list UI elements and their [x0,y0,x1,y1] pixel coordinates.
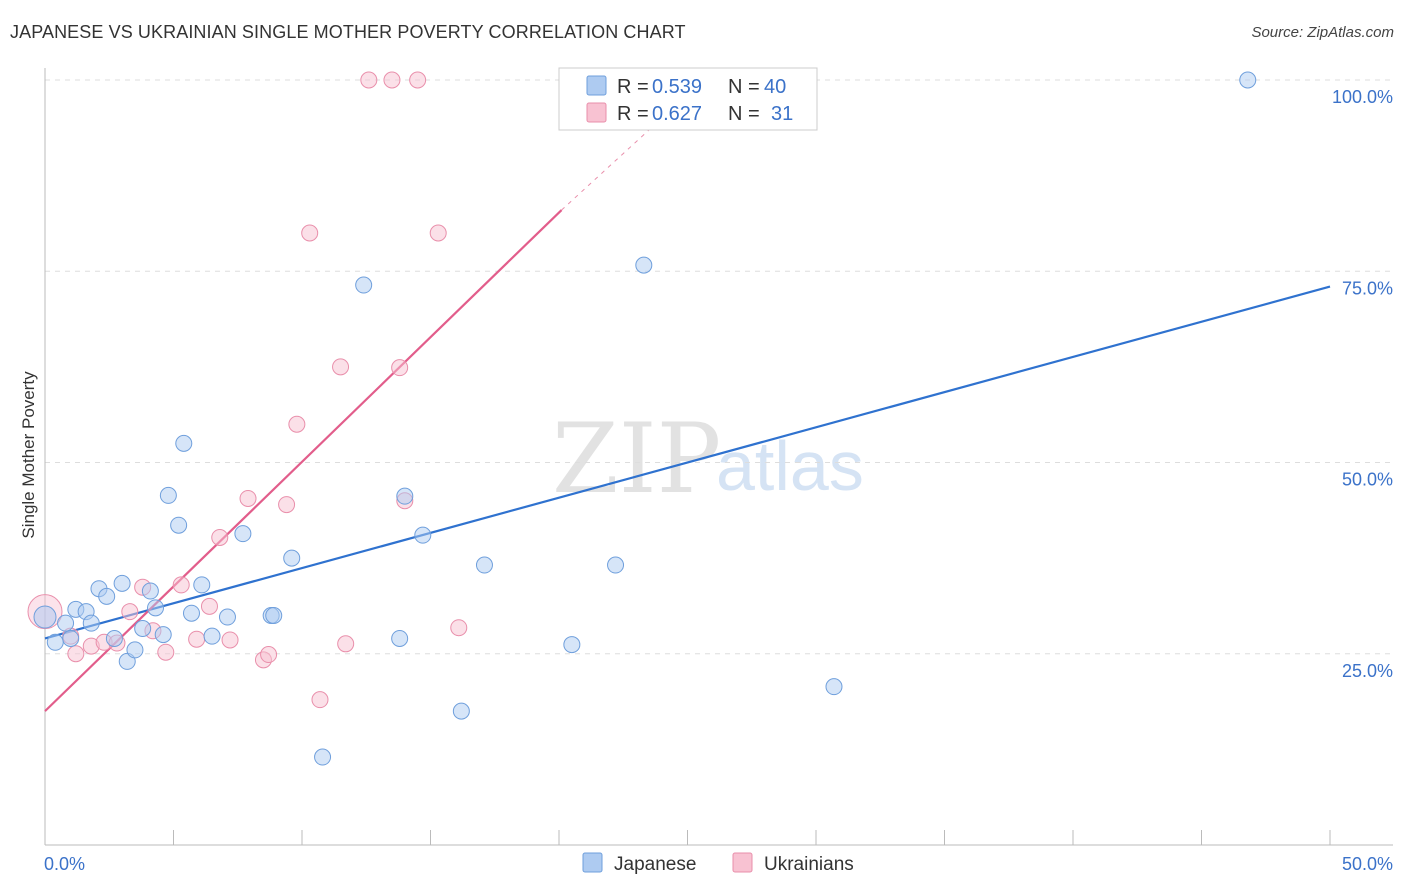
point-ukrainians [288,415,306,433]
point-japanese [635,256,653,274]
point-japanese [452,702,470,720]
point-japanese [414,526,432,544]
point-japanese [265,607,283,624]
point-ukrainians [301,224,319,242]
point-ukrainians [200,597,218,615]
legend-r-label-ukrainians: R = [617,103,649,125]
legend-r-value-ukrainians: 0.627 [652,103,702,125]
point-japanese [105,629,123,647]
point-japanese [82,614,100,632]
point-japanese [154,626,172,644]
point-japanese [234,525,252,543]
trend-lines [44,117,1331,712]
legend-swatch-ukrainians [586,102,607,123]
bottom-legend-label-ukrainians: Ukrainians [764,854,854,875]
point-ukrainians [409,71,427,89]
point-ukrainians [239,489,257,507]
x-tick-label-min: 0.0% [44,854,85,874]
legend-n-value-ukrainians: 31 [771,103,793,125]
point-japanese [563,636,581,654]
axes [44,68,1393,846]
point-japanese [475,556,493,574]
y-tick-label-50: 50.0% [1342,470,1393,490]
y-tick-labels: 25.0% 50.0% 75.0% 100.0% [1332,87,1393,681]
point-ukrainians [332,358,350,376]
x-tick-label-max: 50.0% [1342,854,1393,874]
point-japanese [159,486,177,504]
point-japanese [33,605,57,629]
point-ukrainians [260,646,278,664]
watermark-zip: ZIP [552,403,721,515]
point-japanese [182,604,200,622]
point-japanese [193,576,211,594]
point-ukrainians [67,645,85,663]
gridlines [45,79,1393,655]
bottom-legend-swatch-ukrainians [732,852,753,873]
point-ukrainians [157,643,175,661]
point-ukrainians [383,71,401,89]
point-japanese [147,599,165,617]
point-japanese [1239,71,1257,89]
point-japanese [825,678,843,696]
point-japanese [46,633,64,651]
point-japanese [62,629,80,647]
legend-swatch-japanese [586,75,607,96]
legend: R = 0.539 N = 40 R = 0.627 N = 31 [558,67,818,131]
point-japanese [126,641,144,659]
point-japanese [175,434,193,452]
point-ukrainians [278,496,296,514]
point-ukrainians [188,630,206,648]
bottom-legend-swatch-japanese [582,852,603,873]
point-japanese [141,582,159,600]
point-ukrainians [221,631,239,649]
watermark-atlas: atlas [716,427,864,505]
point-japanese [283,549,301,567]
trend-line-japanese [44,285,1331,640]
bottom-legend: Japanese Ukrainians [582,852,854,875]
y-tick-label-75: 75.0% [1342,278,1393,298]
y-tick-label-100: 100.0% [1332,87,1393,107]
data-points [27,71,1257,766]
y-axis-title: Single Mother Poverty [19,371,38,539]
point-japanese [170,516,188,534]
point-japanese [607,556,625,574]
point-japanese [396,487,414,505]
point-ukrainians [311,691,329,709]
point-japanese [314,748,332,766]
source-label: Source: ZipAtlas.com [1251,24,1394,41]
bottom-legend-label-japanese: Japanese [614,854,696,875]
point-ukrainians [450,619,468,637]
point-ukrainians [211,528,229,546]
point-japanese [113,574,131,592]
point-ukrainians [172,576,190,594]
legend-r-label-japanese: R = [617,76,649,98]
trend-line-ukrainians-extension [561,117,663,211]
legend-r-value-japanese: 0.539 [652,76,702,98]
y-tick-label-25: 25.0% [1342,661,1393,681]
point-ukrainians [360,71,378,89]
point-japanese [355,276,373,294]
chart-title: JAPANESE VS UKRAINIAN SINGLE MOTHER POVE… [10,22,686,42]
point-ukrainians [337,635,355,653]
point-ukrainians [121,603,139,621]
point-japanese [203,627,221,645]
point-ukrainians [391,359,409,377]
point-japanese [218,608,236,626]
point-ukrainians [429,224,447,242]
legend-n-label-ukrainians: N = [728,103,760,125]
point-japanese [134,620,152,638]
point-japanese [98,587,116,605]
legend-n-label-japanese: N = [728,76,760,98]
trend-line-ukrainians [44,209,563,712]
point-japanese [391,629,409,647]
legend-n-value-japanese: 40 [764,76,786,98]
point-japanese [57,614,75,632]
